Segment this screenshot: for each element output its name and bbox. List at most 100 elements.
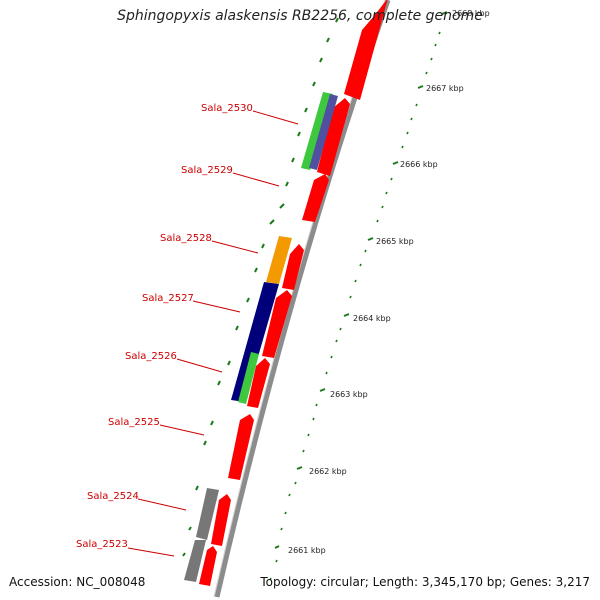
- dash: [210, 420, 214, 426]
- tick-label-2665: 2665 kbp: [376, 237, 414, 246]
- dot: [376, 219, 379, 223]
- dash: [182, 552, 186, 557]
- leader-line: [211, 240, 259, 254]
- cds-arrow: [228, 414, 254, 480]
- dot: [335, 339, 338, 343]
- major-tick: [417, 85, 424, 89]
- dot: [381, 205, 384, 209]
- dash: [304, 107, 308, 113]
- tick-label-2668: 2668 kbp: [452, 9, 490, 18]
- gene-label-sala-2526: Sala_2526: [125, 351, 177, 362]
- dot: [434, 43, 437, 47]
- dash: [291, 157, 295, 163]
- dash: [195, 485, 199, 491]
- tick-label-2663: 2663 kbp: [330, 390, 368, 399]
- gene-label-sala-2528: Sala_2528: [160, 233, 212, 244]
- dot: [315, 403, 318, 407]
- dash: [188, 526, 192, 531]
- leader-line: [127, 547, 175, 557]
- dot: [410, 117, 413, 121]
- dash: [279, 203, 285, 209]
- tick-labels: 2661 kbp 2662 kbp 2663 kbp 2664 kbp 2665…: [288, 9, 490, 555]
- dot: [438, 31, 441, 35]
- dot: [390, 177, 393, 181]
- inner-dashes: [182, 17, 339, 557]
- tick-label-2666: 2666 kbp: [400, 160, 438, 169]
- dot: [385, 191, 388, 195]
- gene-labels: Sala_2523 Sala_2524 Sala_2525 Sala_2526 …: [76, 103, 299, 557]
- genome-title: Sphingopyxis alaskensis RB2256, complete…: [117, 8, 483, 24]
- feature-block-gray: [184, 540, 206, 582]
- dot: [330, 355, 333, 359]
- major-tick: [319, 388, 326, 392]
- tick-label-2667: 2667 kbp: [426, 84, 464, 93]
- dot: [349, 295, 352, 299]
- dot: [354, 279, 357, 283]
- major-tick: [274, 545, 280, 549]
- leader-line: [192, 300, 241, 313]
- gene-label-sala-2530: Sala_2530: [201, 103, 253, 114]
- dot: [307, 433, 310, 437]
- major-tick: [441, 11, 448, 15]
- leader-line: [232, 172, 280, 187]
- dash: [297, 131, 301, 137]
- cds-arrow: [199, 546, 217, 586]
- dot: [364, 249, 367, 253]
- cds-arrow: [317, 98, 350, 176]
- dot: [312, 417, 315, 421]
- feature-block-purple: [309, 94, 338, 170]
- tick-label-2664: 2664 kbp: [353, 314, 391, 323]
- dash: [254, 267, 258, 273]
- topology-text: Topology: circular; Length: 3,345,170 bp…: [260, 575, 590, 589]
- dot: [430, 57, 433, 61]
- dash: [285, 181, 289, 187]
- dot: [302, 449, 305, 453]
- major-tick: [367, 237, 374, 241]
- tick-label-2661: 2661 kbp: [288, 546, 326, 555]
- dash: [203, 440, 207, 446]
- tick-label-2662: 2662 kbp: [309, 467, 347, 476]
- dash: [246, 297, 250, 303]
- feature-block-gray: [196, 488, 219, 540]
- dot: [280, 527, 283, 531]
- dot: [294, 481, 297, 485]
- feature-block-green: [301, 92, 333, 170]
- dot: [325, 371, 328, 375]
- dash: [335, 17, 339, 23]
- dot: [401, 145, 404, 149]
- dash: [217, 380, 221, 386]
- cds-arrow: [344, 0, 388, 100]
- feature-block-green: [238, 352, 259, 404]
- dash: [227, 360, 231, 366]
- dot: [425, 71, 428, 75]
- cds-arrow: [262, 290, 292, 358]
- major-ticks: [274, 11, 448, 549]
- dash: [319, 57, 323, 63]
- feature-block-navy: [231, 282, 279, 402]
- feature-block-orange: [266, 236, 292, 284]
- gene-label-sala-2529: Sala_2529: [181, 165, 233, 176]
- dot: [359, 263, 362, 267]
- gene-label-sala-2524: Sala_2524: [87, 491, 139, 502]
- major-tick: [392, 161, 399, 165]
- accession-text: Accession: NC_008048: [9, 575, 146, 589]
- major-tick: [343, 313, 350, 317]
- gene-label-sala-2523: Sala_2523: [76, 539, 128, 550]
- cds-arrow: [282, 244, 304, 290]
- leader-line: [137, 498, 187, 511]
- gene-label-sala-2527: Sala_2527: [142, 293, 194, 304]
- cds-arrow: [302, 174, 329, 222]
- major-tick: [296, 466, 303, 470]
- dash: [269, 219, 275, 225]
- feature-track: [184, 92, 338, 582]
- dot: [415, 103, 418, 107]
- cds-arrow: [211, 494, 231, 546]
- dot: [288, 493, 291, 497]
- leader-line: [159, 424, 205, 436]
- cds-arrow: [247, 358, 270, 408]
- dash: [235, 325, 239, 331]
- scale-dots: [269, 31, 441, 581]
- cds-track: [199, 0, 388, 586]
- dash: [326, 37, 330, 43]
